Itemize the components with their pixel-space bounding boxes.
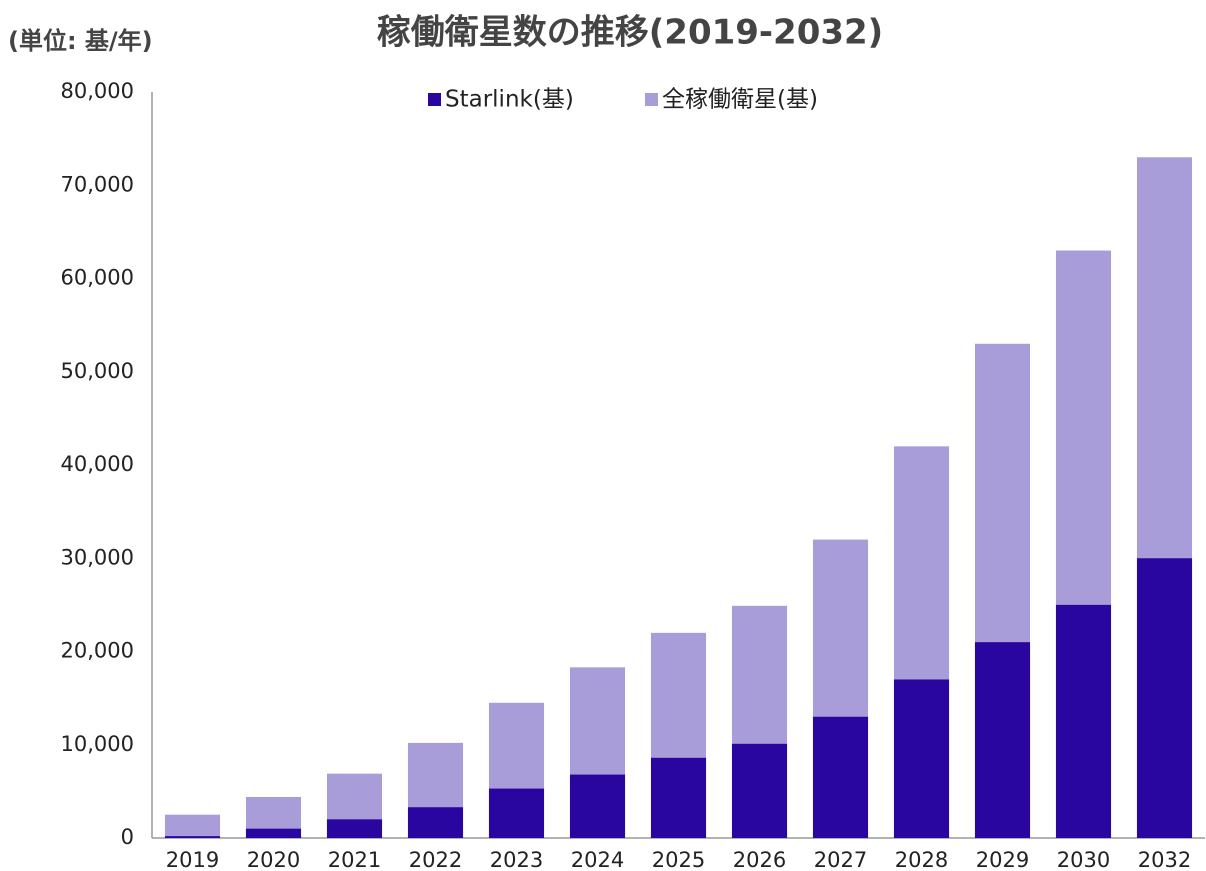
x-tick-label: 2027	[814, 848, 867, 871]
y-tick-label: 80,000	[61, 79, 134, 103]
y-tick-label: 0	[121, 825, 134, 849]
bar	[569, 774, 626, 838]
bar	[326, 819, 383, 838]
chart-title: 稼働衛星数の推移(2019-2032)	[377, 13, 883, 53]
x-tick-label: 2025	[652, 848, 705, 871]
x-tick-label: 2020	[247, 848, 300, 871]
x-tick-label: 2023	[490, 848, 543, 871]
legend-label: Starlink(基)	[445, 87, 574, 113]
x-tick-label: 2021	[328, 848, 381, 871]
y-tick-label: 70,000	[61, 172, 134, 196]
y-tick-label: 50,000	[61, 359, 134, 383]
bar	[812, 716, 869, 838]
bar	[164, 814, 221, 838]
x-tick-label: 2026	[733, 848, 786, 871]
legend-swatch	[428, 93, 441, 106]
x-tick-label: 2032	[1138, 848, 1191, 871]
bar	[1136, 558, 1193, 838]
bar	[893, 679, 950, 838]
legend-label: 全稼働衛星(基)	[662, 87, 818, 113]
bar	[1055, 604, 1112, 838]
bar	[488, 788, 545, 838]
bar	[974, 642, 1031, 838]
x-tick-label: 2028	[895, 848, 948, 871]
x-tick-label: 2022	[409, 848, 462, 871]
x-tick-label: 2030	[1057, 848, 1110, 871]
bar	[407, 807, 464, 838]
bar	[164, 836, 221, 838]
y-tick-label: 30,000	[61, 545, 134, 569]
bar	[650, 757, 707, 838]
y-tick-label: 40,000	[61, 452, 134, 476]
y-tick-label: 60,000	[61, 266, 134, 290]
legend-swatch	[645, 93, 658, 106]
x-tick-label: 2024	[571, 848, 624, 871]
unit-label: (単位: 基/年)	[8, 27, 153, 55]
bar	[731, 743, 788, 838]
y-tick-label: 20,000	[61, 639, 134, 663]
y-tick-label: 10,000	[61, 732, 134, 756]
x-tick-label: 2029	[976, 848, 1029, 871]
bar	[245, 828, 302, 838]
x-tick-label: 2019	[166, 848, 219, 871]
